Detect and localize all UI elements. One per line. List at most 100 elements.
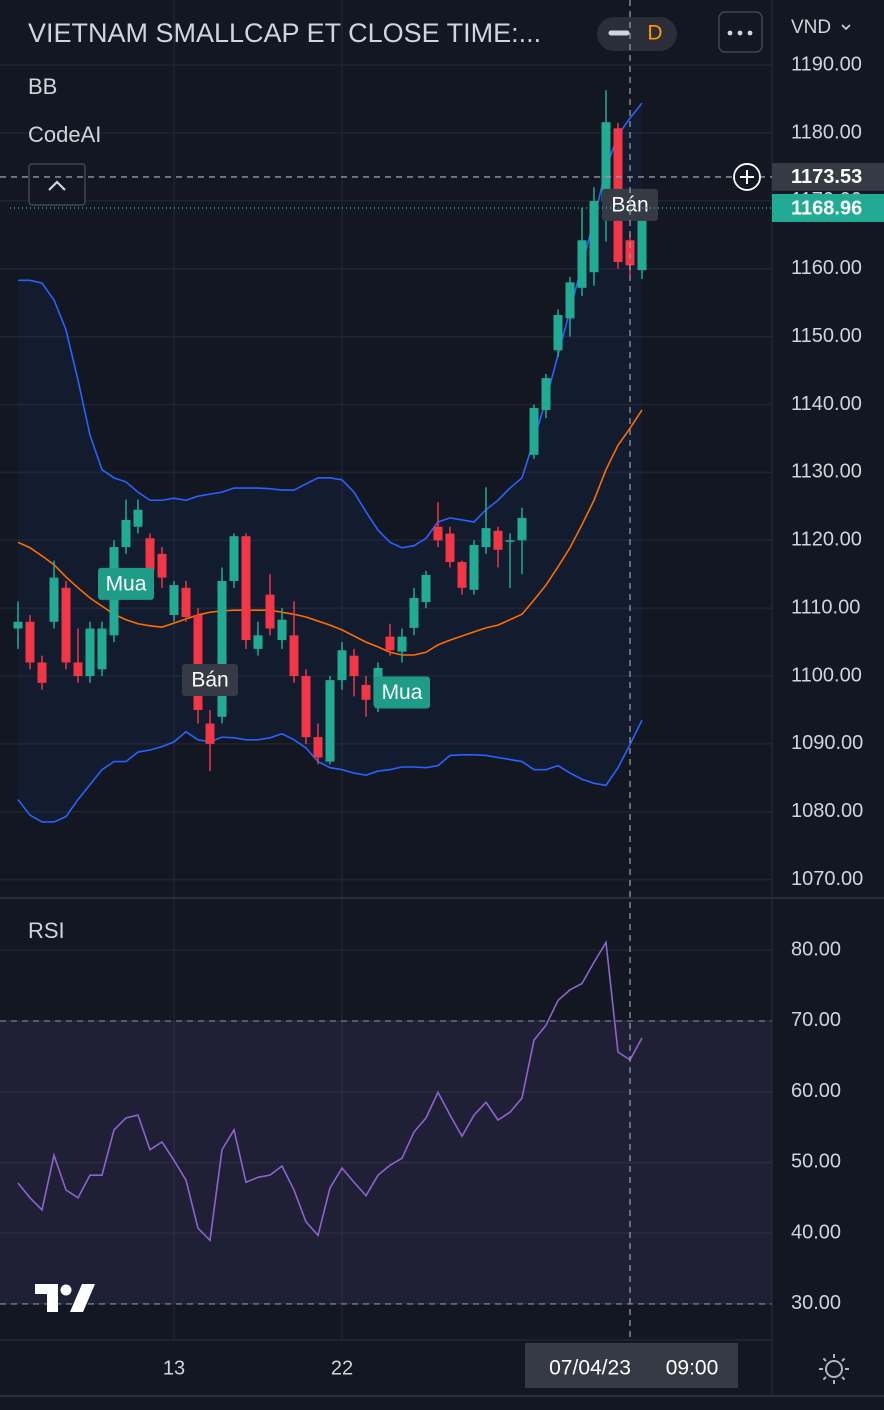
- candle-body: [157, 553, 167, 578]
- collapse-button[interactable]: [28, 163, 86, 206]
- candle-body: [277, 619, 287, 641]
- candle-body: [601, 122, 611, 201]
- candle-body: [337, 650, 347, 681]
- candle-body: [121, 519, 131, 548]
- candle-body: [445, 533, 455, 563]
- y-tick-label: 1080.00: [791, 800, 863, 822]
- candle-body: [385, 636, 395, 651]
- logo: [70, 1284, 95, 1312]
- y-tick-label: 60.00: [791, 1080, 841, 1102]
- candle-body: [85, 628, 95, 677]
- candle-body: [253, 635, 263, 649]
- y-tick-label: 40.00: [791, 1221, 841, 1243]
- rsi-line: [17, 940, 643, 1242]
- candle-body: [361, 684, 371, 700]
- candle-body: [517, 517, 527, 541]
- chart-title: VIETNAM SMALLCAP ET CLOSE TIME:...: [28, 18, 541, 48]
- candle-body: [565, 282, 575, 319]
- bollinger-lower: [17, 719, 643, 823]
- candle-body: [73, 662, 83, 677]
- candle-body: [481, 528, 491, 548]
- y-tick-label: 80.00: [791, 939, 841, 961]
- candle-body: [505, 540, 515, 542]
- logo[interactable]: [35, 1284, 58, 1312]
- candle-body: [553, 314, 563, 351]
- y-tick-label: 70.00: [791, 1009, 841, 1031]
- candle-body: [37, 662, 47, 683]
- signal-badge: [98, 567, 154, 600]
- candle-body: [181, 587, 191, 617]
- y-tick-label: 1130.00: [791, 461, 862, 483]
- candle-body: [217, 581, 227, 717]
- dot: [727, 30, 733, 36]
- crosshair-price-box: [772, 162, 884, 191]
- crosshair-time-box: [525, 1343, 738, 1388]
- signal-badge: [602, 188, 658, 221]
- candle-body: [61, 587, 71, 663]
- candle-body: [397, 636, 407, 652]
- crosshair-time: 09:00: [666, 1357, 719, 1380]
- settings-icon[interactable]: [819, 1354, 849, 1384]
- x-tick-label: 13: [163, 1357, 185, 1379]
- candle-body: [301, 676, 311, 738]
- candle-body: [193, 614, 203, 710]
- collapse-chevron: [48, 180, 66, 191]
- candle-body: [469, 545, 479, 590]
- y-tick-label: 1110.00: [791, 596, 860, 618]
- y-tick-label: 1120.00: [791, 529, 862, 551]
- signal-label: Bán: [611, 193, 648, 216]
- candle-body: [145, 538, 155, 571]
- candle-body: [421, 574, 431, 603]
- signal-badge: [182, 663, 238, 696]
- band-fill: [18, 103, 642, 822]
- y-tick-label: 50.00: [791, 1151, 841, 1173]
- indicator-label: CodeAI: [28, 122, 101, 147]
- y-tick-label: 30.00: [791, 1292, 841, 1314]
- signal-label: Mua: [106, 572, 147, 595]
- crosshair-price-label: 1173.53: [791, 166, 862, 188]
- candle-body: [433, 526, 443, 541]
- candle-body: [229, 536, 239, 582]
- candle-body: [589, 200, 599, 273]
- candle-body: [169, 585, 179, 615]
- y-tick-label: 1090.00: [791, 732, 863, 754]
- dot: [737, 30, 743, 36]
- candle-body: [313, 737, 323, 758]
- y-tick-label: 1100.00: [791, 664, 862, 686]
- candle-body: [241, 536, 251, 641]
- y-tick-label: 1190.00: [791, 53, 862, 75]
- candle-body: [325, 680, 335, 762]
- add-alert-plus: [740, 169, 754, 184]
- candle-body: [409, 597, 419, 628]
- candle-body: [13, 621, 23, 629]
- candle-body: [205, 723, 215, 744]
- indicator-label: BB: [28, 74, 57, 99]
- candle-body: [289, 635, 299, 677]
- candle-body: [625, 240, 635, 266]
- currency-chevron: [841, 24, 851, 31]
- candle-body: [529, 407, 539, 455]
- logo: [60, 1284, 72, 1296]
- interval-badge[interactable]: D: [647, 22, 662, 45]
- candle-body: [577, 240, 587, 288]
- currency[interactable]: VND: [791, 17, 831, 38]
- x-tick-label: 22: [331, 1357, 353, 1379]
- signal-badge: [374, 676, 430, 709]
- y-tick-label: 1070.00: [791, 868, 863, 890]
- last-price-label: 1168.96: [791, 197, 862, 219]
- candle-body: [493, 530, 503, 550]
- candle-body: [133, 509, 143, 527]
- candle-body: [541, 378, 551, 410]
- signal-label: Mua: [382, 681, 423, 704]
- y-tick-label: 1180.00: [791, 121, 862, 143]
- candle-body: [637, 207, 647, 271]
- y-tick-label: 1140.00: [791, 393, 862, 415]
- interval-pill[interactable]: [597, 17, 677, 51]
- indicator-label: RSI: [28, 918, 65, 943]
- crosshair-date: 07/04/23: [549, 1357, 631, 1380]
- candle-body: [97, 628, 107, 670]
- more-button[interactable]: [718, 11, 763, 53]
